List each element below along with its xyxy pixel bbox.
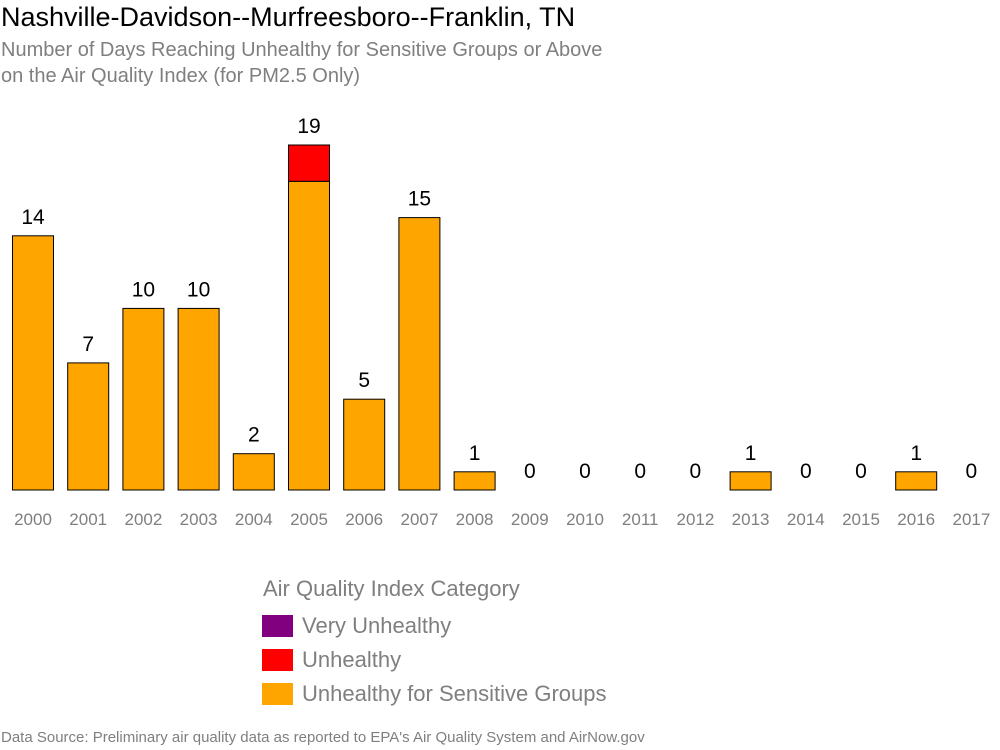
- x-tick-label-2011: 2011: [622, 510, 659, 529]
- data-label-2007: 15: [408, 188, 431, 211]
- subtitle-line-1: Number of Days Reaching Unhealthy for Se…: [1, 39, 603, 61]
- x-tick-label-2007: 2007: [400, 510, 438, 529]
- x-tick-label-2003: 2003: [180, 510, 218, 529]
- x-tick-label-2001: 2001: [69, 510, 107, 529]
- bar-2003-unhealthy-for-sensitive-groups: [177, 307, 220, 491]
- x-tick-label-2008: 2008: [456, 510, 494, 529]
- bar-chart: 1420007200110200210200322004192005520061…: [12, 115, 990, 529]
- x-tick-label-2012: 2012: [676, 510, 714, 529]
- data-label-2006: 5: [358, 369, 370, 392]
- legend-swatch-unhealthy-sensitive: [261, 682, 294, 706]
- legend-swatch-unhealthy: [261, 648, 294, 672]
- legend-title: Air Quality Index Category: [263, 576, 520, 601]
- data-label-2004: 2: [248, 424, 260, 447]
- data-label-2005: 19: [297, 115, 320, 138]
- data-label-2009: 0: [524, 460, 536, 483]
- bar-2007-unhealthy-for-sensitive-groups: [398, 217, 441, 491]
- data-label-2002: 10: [132, 278, 155, 301]
- data-label-2015: 0: [855, 460, 867, 483]
- bar-2001-unhealthy-for-sensitive-groups: [67, 362, 110, 491]
- bar-2013-unhealthy-for-sensitive-groups: [729, 471, 772, 491]
- x-tick-label-2000: 2000: [14, 510, 52, 529]
- legend-item-unhealthy: Unhealthy: [261, 647, 401, 673]
- data-label-2008: 1: [469, 442, 481, 465]
- data-label-2012: 0: [690, 460, 702, 483]
- data-label-2001: 7: [82, 333, 94, 356]
- subtitle-line-2: on the Air Quality Index (for PM2.5 Only…: [1, 65, 361, 87]
- x-tick-label-2013: 2013: [732, 510, 770, 529]
- x-tick-label-2009: 2009: [511, 510, 549, 529]
- chart-title: Nashville-Davidson--Murfreesboro--Frankl…: [1, 2, 576, 32]
- bar-2005-unhealthy: [288, 144, 330, 182]
- x-tick-label-2015: 2015: [842, 510, 880, 529]
- data-label-2016: 1: [910, 442, 922, 465]
- legend-swatch-very-unhealthy: [261, 614, 294, 638]
- bar-2002-unhealthy-for-sensitive-groups: [122, 307, 165, 491]
- x-tick-label-2002: 2002: [124, 510, 162, 529]
- chart-subtitle: Number of Days Reaching Unhealthy for Se…: [1, 37, 602, 89]
- bar-2005-unhealthy-for-sensitive-groups: [288, 180, 330, 491]
- legend-item-unhealthy-sensitive: Unhealthy for Sensitive Groups: [261, 681, 607, 707]
- data-label-2011: 0: [634, 460, 646, 483]
- bar-2008-unhealthy-for-sensitive-groups: [453, 471, 496, 491]
- bar-2004-unhealthy-for-sensitive-groups: [232, 453, 275, 491]
- x-tick-label-2004: 2004: [235, 510, 273, 529]
- legend-label-very-unhealthy: Very Unhealthy: [302, 613, 452, 638]
- data-label-2014: 0: [800, 460, 812, 483]
- data-label-2010: 0: [579, 460, 591, 483]
- data-label-2017: 0: [966, 460, 978, 483]
- data-label-2000: 14: [21, 206, 45, 229]
- bar-2016-unhealthy-for-sensitive-groups: [895, 471, 938, 491]
- x-tick-label-2006: 2006: [345, 510, 383, 529]
- x-tick-label-2005: 2005: [290, 510, 328, 529]
- x-tick-label-2014: 2014: [787, 510, 825, 529]
- data-label-2003: 10: [187, 278, 210, 301]
- x-tick-label-2016: 2016: [897, 510, 935, 529]
- x-tick-label-2017: 2017: [952, 510, 990, 529]
- x-tick-label-2010: 2010: [566, 510, 604, 529]
- bar-2006-unhealthy-for-sensitive-groups: [343, 398, 386, 491]
- legend-label-unhealthy: Unhealthy: [302, 647, 402, 672]
- data-source-note: Data Source: Preliminary air quality dat…: [1, 729, 645, 746]
- legend-item-very-unhealthy: Very Unhealthy: [261, 613, 451, 639]
- legend-label-unhealthy-sensitive: Unhealthy for Sensitive Groups: [302, 681, 607, 706]
- bar-2000-unhealthy-for-sensitive-groups: [12, 235, 54, 491]
- data-label-2013: 1: [745, 442, 757, 465]
